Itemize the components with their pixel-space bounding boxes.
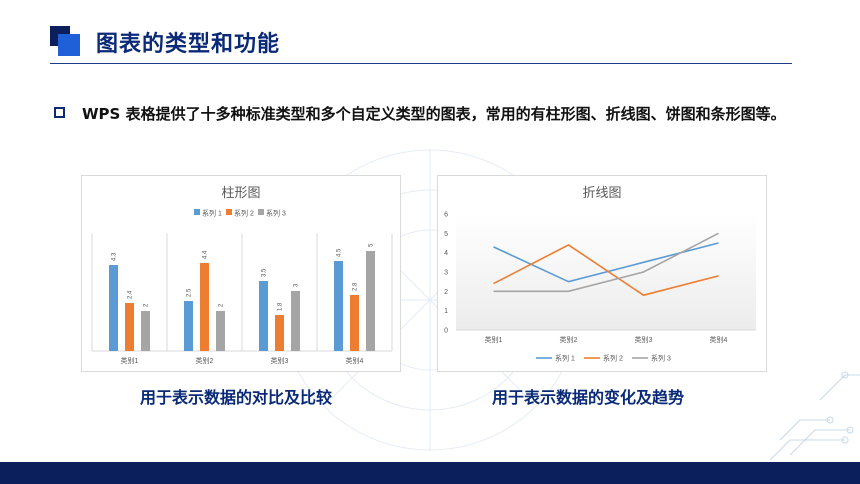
series-line-2 — [493, 244, 719, 297]
page-title: 图表的类型和功能 — [96, 32, 281, 57]
bar-2-2 — [200, 263, 209, 351]
chart-title: 折线图 — [582, 185, 621, 200]
legend-label-3: 系列 3 — [651, 354, 671, 363]
header-divider — [50, 63, 792, 64]
y-tick-label: 1 — [444, 308, 448, 315]
legend-swatch-3 — [258, 209, 264, 215]
y-tick-label: 4 — [444, 250, 448, 257]
category-label-2: 类别2 — [196, 356, 214, 365]
data-label: 3.5 — [262, 268, 268, 277]
legend-label-3: 系列 3 — [266, 209, 286, 218]
line-chart-caption: 用于表示数据的变化及趋势 — [492, 388, 685, 407]
y-tick-label: 0 — [444, 328, 448, 335]
logo-icon — [50, 26, 80, 56]
legend-label-1: 系列 1 — [555, 354, 575, 363]
data-label: 2.5 — [187, 288, 193, 297]
bar-2-4 — [350, 295, 359, 351]
bar-2-1 — [125, 303, 134, 351]
legend-label-2: 系列 2 — [603, 354, 623, 363]
data-label: 1.8 — [278, 302, 284, 311]
data-label: 3 — [294, 283, 300, 287]
bar-3-1 — [141, 311, 150, 351]
legend-swatch-2 — [226, 209, 232, 215]
y-tick-label: 5 — [444, 231, 448, 238]
data-label: 2 — [144, 303, 150, 307]
bar-1-2 — [184, 301, 193, 351]
bar-1-3 — [259, 281, 268, 351]
data-label: 2 — [219, 303, 225, 307]
legend-label-1: 系列 1 — [202, 209, 222, 218]
data-label: 4.4 — [203, 250, 209, 259]
header: 图表的类型和功能 — [0, 0, 860, 70]
category-label-3: 类别3 — [635, 335, 653, 344]
line-chart: 折线图 0 1 2 3 4 5 6 类别1 类别2 类别3 类别4 系列 1 系列 2 系列 3 — [444, 185, 756, 363]
data-label: 2.4 — [128, 290, 134, 299]
bar-3-4 — [366, 251, 375, 351]
square-bullet-icon — [54, 107, 65, 118]
data-label: 4.3 — [112, 252, 118, 261]
category-label-4: 类别4 — [346, 356, 364, 365]
bar-3-2 — [216, 311, 225, 351]
series-line-3 — [493, 232, 719, 293]
data-label: 5 — [369, 243, 375, 247]
line-chart-card: 折线图 0 1 2 3 4 5 6 类别1 类别2 类别3 类别4 系列 1 系列 2 系列 3 — [437, 175, 767, 372]
data-label: 2.8 — [353, 282, 359, 291]
y-tick-label: 3 — [444, 270, 448, 277]
category-label-1: 类别1 — [485, 335, 503, 344]
category-label-1: 类别1 — [121, 356, 139, 365]
bar-chart-caption: 用于表示数据的对比及比较 — [140, 388, 333, 407]
category-label-4: 类别4 — [710, 335, 728, 344]
y-tick-label: 6 — [444, 212, 448, 219]
y-tick-label: 2 — [444, 289, 448, 296]
data-label: 4.5 — [337, 248, 343, 257]
bar-2-3 — [275, 315, 284, 351]
category-label-3: 类别3 — [271, 356, 289, 365]
legend-label-2: 系列 2 — [234, 209, 254, 218]
footer-bar — [0, 462, 860, 484]
bar-3-3 — [291, 291, 300, 351]
intro-text: WPS 表格提供了十多种标准类型和多个自定义类型的图表，常用的有柱形图、折线图、… — [82, 105, 786, 123]
chart-title: 柱形图 — [221, 185, 260, 200]
bar-1-1 — [109, 265, 118, 351]
legend-swatch-1 — [194, 209, 200, 215]
category-label-2: 类别2 — [560, 335, 578, 344]
bar-chart-card: 柱形图系列 1 系列 2 系列 3 4.3 2.4 2 类别1 2.5 4.4 2 类别2 3.5 1.… — [81, 175, 401, 372]
bar-1-4 — [334, 261, 343, 351]
